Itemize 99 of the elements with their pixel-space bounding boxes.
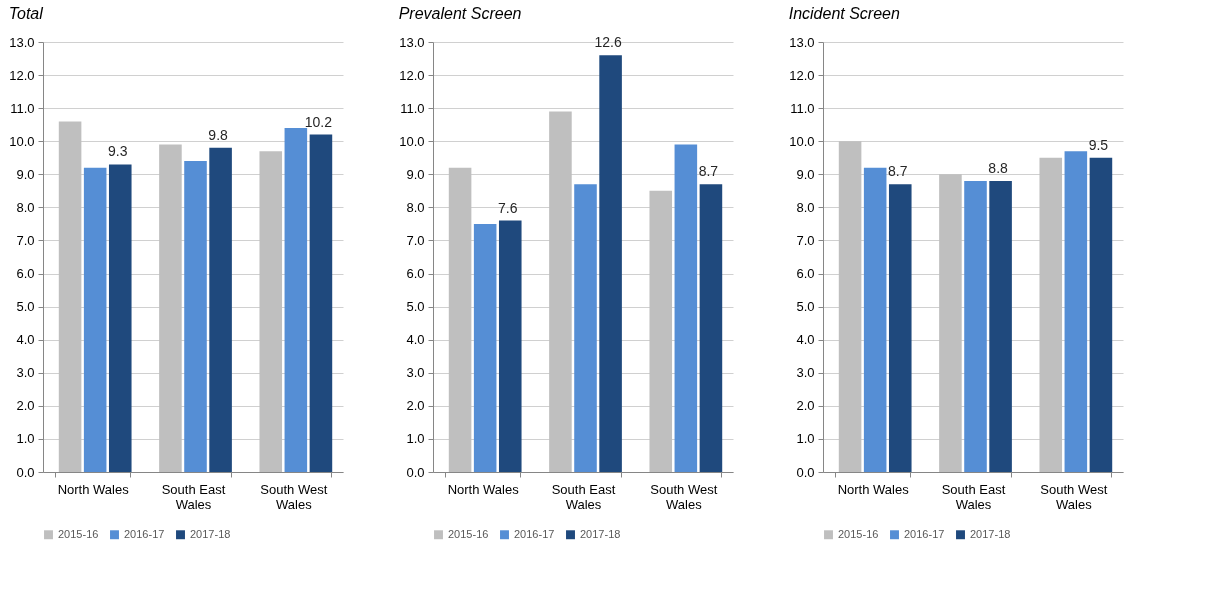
y-tick-label: 2.0 (406, 398, 425, 414)
bar (259, 151, 283, 472)
bar (888, 184, 912, 472)
x-tick-label: South West Wales (650, 481, 718, 512)
y-tick-label: 6.0 (796, 266, 815, 282)
y-tick-label: 9.0 (406, 166, 425, 182)
legend-label: 2016-17 (514, 527, 555, 540)
y-tick-label: 3.0 (796, 365, 815, 381)
y-tick-label: 11.0 (400, 100, 425, 116)
y-tick-label: 9.0 (796, 166, 815, 182)
y-tick-label: 13.0 (399, 34, 425, 50)
bar (939, 174, 962, 472)
x-tick-label: South East Wales (161, 481, 226, 512)
y-tick-label: 0.0 (796, 464, 815, 480)
bar (549, 111, 572, 472)
y-tick-label: 1.0 (16, 431, 35, 447)
x-tick-label: South West Wales (260, 481, 328, 512)
x-tick-label: South West Wales (1040, 481, 1108, 512)
bar (58, 121, 82, 472)
bar (284, 128, 308, 472)
y-tick-label: 12.0 (9, 67, 35, 83)
data-label: 8.7 (698, 163, 719, 180)
x-tick-label: North Wales (57, 481, 130, 497)
chart-title: Total (8, 5, 44, 22)
legend-label: 2015-16 (448, 527, 489, 540)
chart-title: Incident Screen (788, 5, 900, 22)
y-tick-label: 9.0 (16, 166, 35, 182)
x-tick-label: South East Wales (941, 481, 1006, 512)
y-tick-label: 6.0 (16, 266, 35, 282)
y-tick-label: 0.0 (16, 464, 35, 480)
y-tick-label: 4.0 (796, 332, 815, 348)
y-tick-label: 2.0 (796, 398, 815, 414)
bar (309, 134, 333, 472)
y-tick-label: 1.0 (796, 431, 815, 447)
data-label: 9.5 (1088, 136, 1109, 153)
y-tick-label: 4.0 (16, 332, 35, 348)
legend-label: 2016-17 (124, 527, 165, 540)
y-tick-label: 5.0 (406, 299, 425, 315)
bar (473, 223, 497, 472)
data-label: 9.3 (108, 143, 128, 160)
bar (448, 167, 472, 472)
data-label: 7.6 (498, 199, 518, 216)
x-tick-label: North Wales (447, 481, 520, 497)
data-label: 8.8 (988, 159, 1009, 176)
legend-label: 2017-18 (580, 527, 621, 540)
bar (599, 55, 622, 472)
y-tick-label: 2.0 (16, 398, 35, 414)
y-tick-label: 10.0 (789, 133, 815, 149)
y-tick-label: 0.0 (406, 464, 425, 480)
y-tick-label: 10.0 (9, 133, 35, 149)
y-tick-label: 12.0 (399, 67, 425, 83)
bar (699, 184, 723, 472)
bar (574, 184, 597, 472)
y-tick-label: 13.0 (9, 34, 35, 50)
data-label: 12.6 (594, 34, 622, 51)
y-tick-label: 7.0 (16, 232, 35, 248)
bar (159, 144, 182, 472)
y-tick-label: 7.0 (406, 232, 425, 248)
y-tick-label: 11.0 (10, 100, 35, 116)
legend-label: 2015-16 (58, 527, 99, 540)
y-tick-label: 12.0 (789, 67, 815, 83)
y-tick-label: 5.0 (796, 299, 815, 315)
y-tick-label: 5.0 (16, 299, 35, 315)
y-tick-label: 11.0 (790, 100, 815, 116)
legend-label: 2017-18 (190, 527, 231, 540)
y-tick-label: 10.0 (399, 133, 425, 149)
y-tick-label: 4.0 (406, 332, 425, 348)
legend-label: 2017-18 (970, 527, 1011, 540)
bar (209, 147, 232, 472)
y-tick-label: 6.0 (406, 266, 425, 282)
bar (498, 220, 522, 472)
y-tick-label: 8.0 (16, 199, 35, 215)
chart-title: Prevalent Screen (398, 5, 522, 22)
bar (1064, 151, 1088, 472)
data-label: 10.2 (304, 113, 333, 130)
bar (649, 190, 673, 472)
x-tick-label: South East Wales (551, 481, 616, 512)
y-tick-label: 7.0 (796, 232, 815, 248)
bar (674, 144, 698, 472)
bar (108, 164, 132, 472)
bar (1089, 157, 1113, 472)
legend-label: 2015-16 (838, 527, 879, 540)
data-label: 8.7 (888, 163, 908, 180)
data-label: 9.8 (208, 126, 229, 143)
bar (838, 141, 862, 472)
y-tick-label: 8.0 (406, 199, 425, 215)
legend-label: 2016-17 (904, 527, 945, 540)
bar (184, 161, 207, 472)
y-tick-label: 3.0 (16, 365, 35, 381)
bar (1039, 157, 1063, 472)
bar (863, 167, 887, 472)
bar (83, 167, 107, 472)
y-tick-label: 1.0 (406, 431, 425, 447)
x-tick-label: North Wales (837, 481, 910, 497)
y-tick-label: 3.0 (406, 365, 425, 381)
y-tick-label: 13.0 (789, 34, 815, 50)
y-tick-label: 8.0 (796, 199, 815, 215)
bar (964, 180, 987, 472)
bar (989, 180, 1012, 472)
